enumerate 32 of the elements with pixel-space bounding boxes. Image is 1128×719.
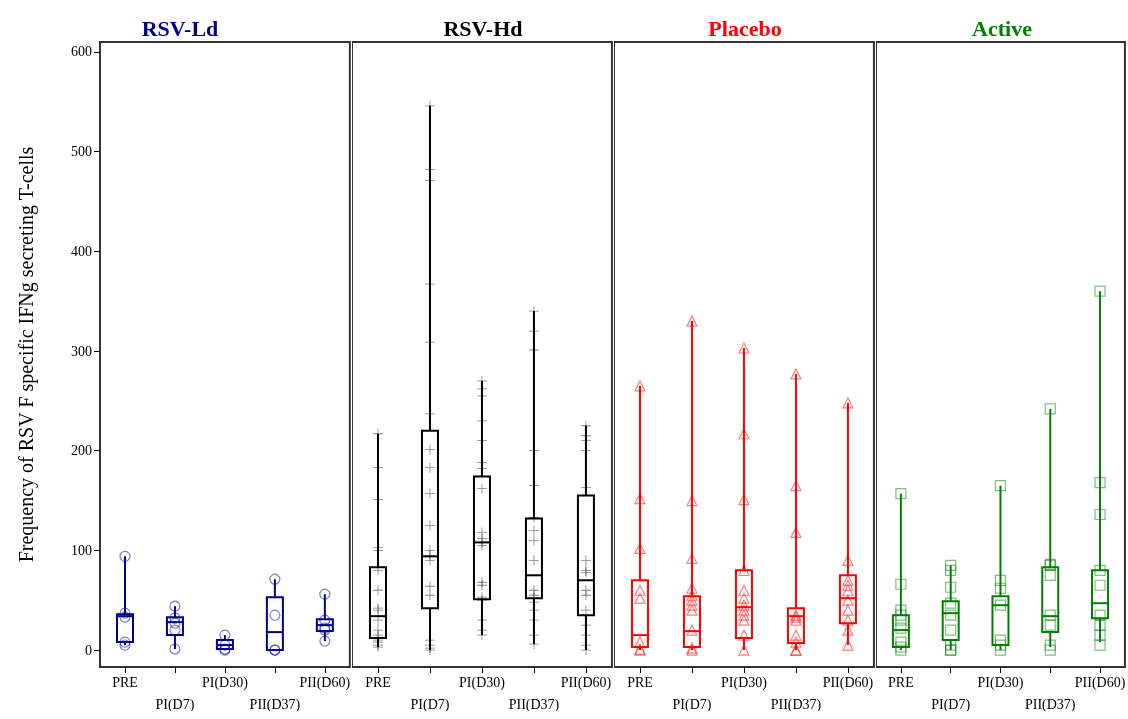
chart-title: Placebo: [708, 15, 782, 41]
y-tick-label: 0: [85, 642, 92, 658]
chart-title: RSV-Hd: [443, 15, 523, 41]
x-tick-label: PII(D37): [249, 696, 301, 713]
x-tick-label: PII(D60): [560, 674, 612, 691]
x-tick-label: PII(D37): [770, 696, 822, 713]
x-tick-label: PI(D7): [155, 696, 195, 713]
x-tick-label: PRE: [365, 674, 391, 690]
x-tick-label: PII(D60): [1074, 674, 1126, 691]
x-tick-label: PI(D7): [672, 696, 712, 713]
chart-title: RSV-Ld: [141, 15, 219, 41]
x-tick-label: PRE: [112, 674, 138, 690]
x-tick-label: PRE: [888, 674, 914, 690]
x-tick-label: PI(D30): [721, 674, 768, 691]
y-tick-label: 200: [71, 443, 92, 459]
y-axis-title: Frequency of RSV F specific IFNg secreting T-cells: [15, 146, 38, 563]
x-tick-label: PRE: [627, 674, 653, 690]
y-tick-label: 300: [71, 343, 92, 359]
x-tick-label: PI(D30): [459, 674, 506, 691]
chart-title: Active: [972, 15, 1033, 41]
x-tick-label: PII(D60): [299, 674, 351, 691]
y-tick-label: 100: [71, 542, 92, 558]
x-tick-label: PI(D30): [201, 674, 249, 691]
x-tick-label: PI(D7): [410, 696, 450, 713]
y-tick-label: 500: [71, 144, 92, 160]
x-tick-label: PII(D37): [508, 696, 560, 713]
x-tick-label: PI(D7): [931, 696, 971, 713]
y-tick-label: 600: [71, 44, 92, 60]
x-tick-label: PII(D37): [1024, 696, 1076, 713]
y-tick-label: 400: [71, 243, 92, 259]
x-tick-label: PII(D60): [822, 674, 874, 691]
x-tick-label: PI(D30): [977, 674, 1024, 691]
